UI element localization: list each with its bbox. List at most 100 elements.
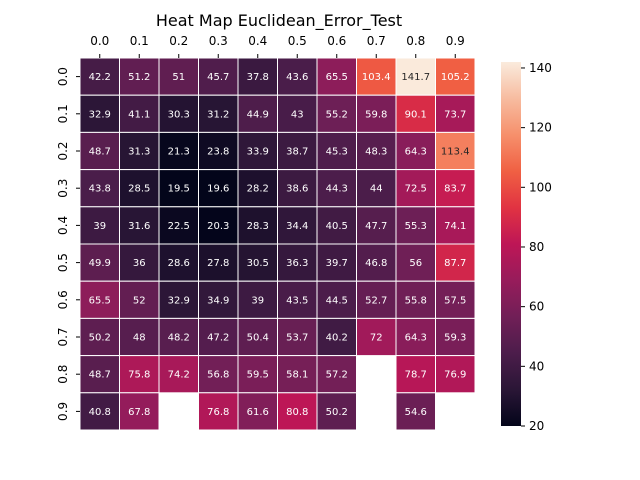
cell-value-label: 41.1 xyxy=(128,109,150,120)
y-tick-label: 0.8 xyxy=(56,365,70,384)
cell-value-label: 31.6 xyxy=(128,221,150,232)
x-tick-label: 0.7 xyxy=(367,34,386,48)
cell-value-label: 65.5 xyxy=(326,72,348,83)
heatmap-cell xyxy=(79,169,120,208)
cell-value-label: 22.5 xyxy=(168,221,190,232)
cell-value-label: 76.8 xyxy=(207,407,229,418)
heatmap-cell xyxy=(395,243,436,282)
heatmap-cell xyxy=(237,243,278,282)
heatmap-cell xyxy=(237,355,278,394)
colorbar: 20 40 60 80 100 120 140 xyxy=(501,61,552,433)
cell-value-label: 39 xyxy=(93,221,106,232)
cell-value-label: 54.6 xyxy=(405,407,427,418)
heatmap-cell xyxy=(119,392,160,431)
cell-value-label: 32.9 xyxy=(168,295,190,306)
heatmap-cell xyxy=(316,392,357,431)
cell-value-label: 39 xyxy=(251,295,264,306)
x-tick-label: 0.9 xyxy=(446,34,465,48)
cell-value-label: 78.7 xyxy=(405,370,427,381)
y-tick-label: 0.7 xyxy=(56,327,70,346)
x-tick-labels: 0.0 0.1 0.2 0.3 0.4 0.5 0.6 0.7 0.8 0.9 xyxy=(90,34,465,58)
heatmap-cell xyxy=(277,280,318,319)
heatmap-cell xyxy=(395,280,436,319)
y-tick-label: 0.2 xyxy=(56,141,70,160)
x-tick-label: 0.2 xyxy=(169,34,188,48)
cell-value-label: 80.8 xyxy=(286,407,308,418)
colorbar-tick-label: 100 xyxy=(529,180,552,194)
heatmap-cell xyxy=(198,355,239,394)
x-tick-label: 0.0 xyxy=(90,34,109,48)
heatmap-cell xyxy=(158,131,199,171)
cell-value-label: 52.7 xyxy=(365,295,387,306)
cell-value-label: 58.1 xyxy=(286,370,308,381)
heatmap-cell xyxy=(435,206,476,245)
cell-value-label: 87.7 xyxy=(444,258,466,269)
cell-value-label: 76.9 xyxy=(444,370,466,381)
heatmap-cell xyxy=(395,94,436,133)
cell-value-label: 44.5 xyxy=(326,295,348,306)
cell-value-label: 40.8 xyxy=(89,407,111,418)
heatmap-cell xyxy=(79,280,120,319)
colorbar-gradient xyxy=(501,62,521,426)
cell-value-label: 31.2 xyxy=(207,109,229,120)
heatmap-cell xyxy=(158,243,199,282)
heatmap-cell xyxy=(316,169,357,208)
cell-value-label: 34.9 xyxy=(207,295,229,306)
cell-value-label: 45.3 xyxy=(326,147,348,158)
cell-value-label: 48.2 xyxy=(168,333,190,344)
heatmap-cell xyxy=(119,206,160,245)
heatmap-cell xyxy=(277,94,318,133)
heatmap-cell xyxy=(435,131,476,171)
heatmap-cell xyxy=(237,317,278,357)
cell-value-label: 32.9 xyxy=(89,109,111,120)
cell-value-label: 59.3 xyxy=(444,333,466,344)
cell-value-label: 48.7 xyxy=(89,147,111,158)
cell-value-label: 61.6 xyxy=(247,407,269,418)
heatmap-cell xyxy=(395,392,436,431)
cell-value-label: 33.9 xyxy=(247,147,269,158)
colorbar-tick-label: 20 xyxy=(529,419,544,433)
colorbar-tick-label: 60 xyxy=(529,300,544,314)
x-tick-label: 0.8 xyxy=(406,34,425,48)
cell-value-label: 28.2 xyxy=(247,184,269,195)
cell-value-label: 55.8 xyxy=(405,295,427,306)
cell-value-label: 74.2 xyxy=(168,370,190,381)
cell-value-label: 57.2 xyxy=(326,370,348,381)
y-tick-label: 0.6 xyxy=(56,290,70,309)
x-tick-label: 0.1 xyxy=(130,34,149,48)
heatmap-cell xyxy=(435,280,476,319)
cell-value-label: 105.2 xyxy=(441,72,470,83)
heatmap-cell xyxy=(237,206,278,245)
cell-value-label: 43.5 xyxy=(286,295,308,306)
heatmap-cell xyxy=(316,355,357,394)
colorbar-tick-label: 80 xyxy=(529,240,544,254)
heatmap-cell xyxy=(356,280,397,319)
cell-value-label: 44 xyxy=(370,184,383,195)
heatmap-cell xyxy=(356,206,397,245)
heatmap-cell xyxy=(277,169,318,208)
y-tick-label: 0.1 xyxy=(56,104,70,123)
cell-value-label: 19.6 xyxy=(207,184,229,195)
y-tick-label: 0.4 xyxy=(56,216,70,235)
cell-value-label: 30.3 xyxy=(168,109,190,120)
heatmap-cell xyxy=(356,131,397,171)
y-tick-labels: 0.0 0.1 0.2 0.3 0.4 0.5 0.6 0.7 0.8 0.9 xyxy=(56,67,80,421)
cell-value-label: 50.2 xyxy=(89,333,111,344)
cell-value-label: 57.5 xyxy=(444,295,466,306)
heatmap-cell xyxy=(395,206,436,245)
heatmap-cell xyxy=(119,131,160,171)
heatmap-cell xyxy=(158,317,199,357)
y-tick-label: 0.0 xyxy=(56,67,70,86)
y-tick-label: 0.9 xyxy=(56,402,70,421)
heatmap-cell xyxy=(277,392,318,431)
cell-value-label: 40.5 xyxy=(326,221,348,232)
y-tick-label: 0.3 xyxy=(56,179,70,198)
cell-value-label: 49.9 xyxy=(89,258,111,269)
cell-value-label: 27.8 xyxy=(207,258,229,269)
cell-value-label: 73.7 xyxy=(444,109,466,120)
cell-value-label: 72.5 xyxy=(405,184,427,195)
cell-value-label: 30.5 xyxy=(247,258,269,269)
cell-value-label: 50.2 xyxy=(326,407,348,418)
cell-value-label: 43.8 xyxy=(89,184,111,195)
heatmap-cell xyxy=(435,57,476,96)
